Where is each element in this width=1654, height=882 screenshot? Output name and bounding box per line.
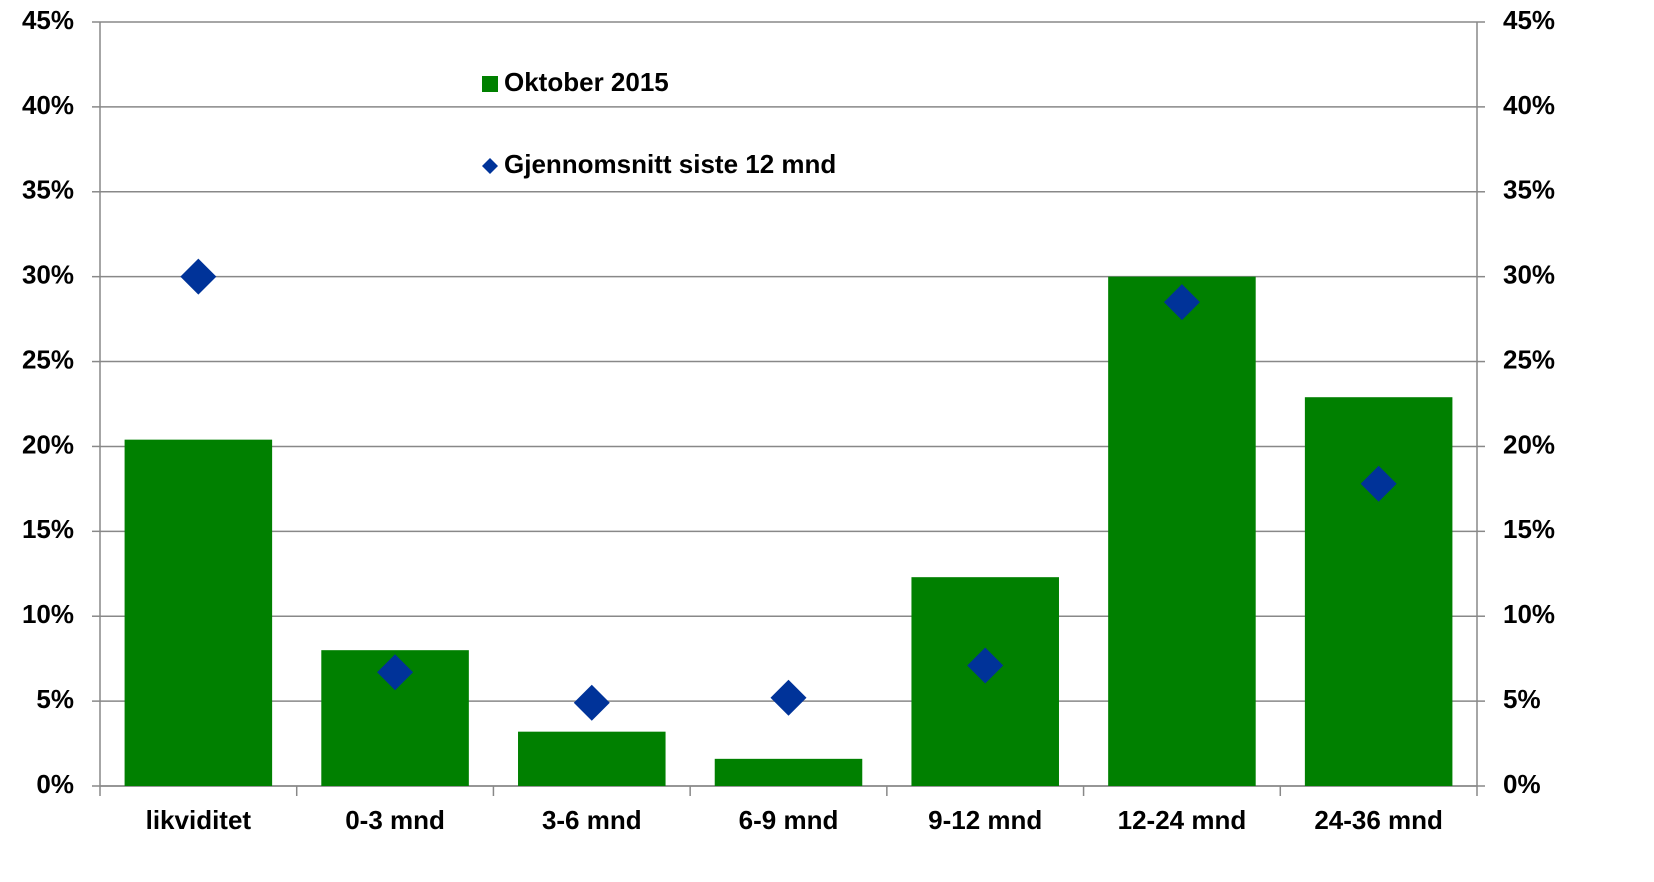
bar	[1304, 397, 1453, 786]
legend-label: Oktober 2015	[504, 67, 669, 97]
legend-swatch	[482, 158, 498, 174]
diamond-marker	[377, 654, 414, 691]
y-tick-label: 0%	[36, 769, 74, 799]
x-tick-label: 0-3 mnd	[345, 805, 445, 835]
x-tick-label: 6-9 mnd	[739, 805, 839, 835]
x-tick-label: 24-36 mnd	[1314, 805, 1443, 835]
y-tick-label: 25%	[22, 344, 74, 374]
y2-tick-label: 10%	[1503, 599, 1555, 629]
y-tick-label: 5%	[36, 684, 74, 714]
y2-tick-label: 20%	[1503, 429, 1555, 459]
y-tick-label: 45%	[22, 5, 74, 35]
diamond-marker	[770, 679, 807, 716]
y2-tick-label: 30%	[1503, 260, 1555, 290]
y-tick-label: 30%	[22, 260, 74, 290]
y2-tick-label: 25%	[1503, 344, 1555, 374]
diamond-marker	[573, 684, 610, 721]
x-tick-label: 9-12 mnd	[928, 805, 1042, 835]
y-tick-label: 15%	[22, 514, 74, 544]
y-tick-label: 40%	[22, 90, 74, 120]
diamond-marker	[180, 258, 217, 295]
x-tick-label: 12-24 mnd	[1118, 805, 1247, 835]
y2-tick-label: 45%	[1503, 5, 1555, 35]
bar	[124, 439, 273, 786]
bar	[1108, 276, 1256, 786]
diamond-marker	[1163, 284, 1200, 321]
y2-tick-label: 35%	[1503, 175, 1555, 205]
y2-tick-label: 5%	[1503, 684, 1541, 714]
diamond-marker	[1360, 465, 1397, 502]
y-tick-label: 20%	[22, 429, 74, 459]
bar	[518, 731, 666, 786]
y-tick-label: 35%	[22, 175, 74, 205]
y-tick-label: 10%	[22, 599, 74, 629]
x-tick-label: 3-6 mnd	[542, 805, 642, 835]
legend-swatch	[482, 76, 498, 92]
y2-tick-label: 15%	[1503, 514, 1555, 544]
y2-tick-label: 0%	[1503, 769, 1541, 799]
x-tick-label: likviditet	[146, 805, 252, 835]
bar	[714, 758, 863, 786]
y2-tick-label: 40%	[1503, 90, 1555, 120]
diamond-marker	[967, 647, 1004, 684]
legend-label: Gjennomsnitt siste 12 mnd	[504, 149, 836, 179]
